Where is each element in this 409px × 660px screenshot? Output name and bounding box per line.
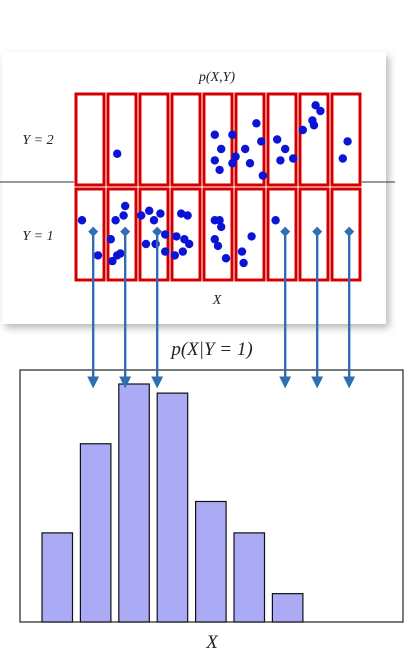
joint-points <box>77 101 352 268</box>
bar-1 <box>41 532 74 623</box>
point-y1-9 <box>137 211 146 220</box>
grid-cell-r2-c2 <box>106 187 138 282</box>
conditional-bars <box>41 383 304 623</box>
point-y2-17 <box>311 101 320 110</box>
grid-cell-r1-c4 <box>170 92 202 187</box>
bar-4 <box>156 392 189 623</box>
point-y2-2 <box>210 130 219 139</box>
grid-cell-r1-c3 <box>138 92 170 187</box>
point-y1-28 <box>221 254 231 263</box>
point-y1-20 <box>170 251 179 260</box>
point-y1-3 <box>106 235 116 244</box>
point-y1-14 <box>151 239 160 249</box>
point-y1-22 <box>185 239 194 249</box>
point-y2-20 <box>338 154 347 163</box>
joint-title: p(X,Y) <box>198 70 236 85</box>
point-y1-4 <box>111 216 120 225</box>
point-y2-14 <box>289 154 298 163</box>
point-y2-21 <box>309 121 319 130</box>
bar-7 <box>271 593 304 623</box>
point-y1-16 <box>177 209 186 218</box>
projection-marker-4 <box>280 226 291 237</box>
point-y2-18 <box>316 106 325 116</box>
point-y2-8 <box>252 119 261 128</box>
point-y2-4 <box>228 159 237 168</box>
bar-3 <box>118 383 150 623</box>
projection-marker-3 <box>152 226 163 237</box>
grid-cell-r1-c9 <box>330 92 362 187</box>
conditional-x-label: X <box>205 632 219 653</box>
conditional-title: p(X|Y = 1) <box>169 339 252 360</box>
grid-cell-r1-c7 <box>266 92 298 187</box>
point-y2-19 <box>343 137 352 146</box>
point-y1-31 <box>247 232 256 241</box>
point-y2-13 <box>276 156 285 165</box>
point-y1-6 <box>121 201 130 211</box>
point-y1-29 <box>237 247 247 256</box>
point-y2-5 <box>215 165 224 175</box>
grid-cell-r1-c5 <box>202 92 234 187</box>
point-y1-34 <box>108 256 117 266</box>
point-y1-11 <box>149 216 159 225</box>
point-y1-2 <box>93 251 103 260</box>
point-y2-10 <box>258 171 267 180</box>
projection-marker-2 <box>120 226 131 237</box>
point-y2-7 <box>245 159 255 168</box>
point-y1-5 <box>119 211 128 220</box>
bar-2 <box>79 443 112 623</box>
point-y2-1 <box>113 149 122 158</box>
point-y1-13 <box>141 239 151 249</box>
grid-cell-r2-c1 <box>74 187 106 282</box>
grid-cell-r1-c2 <box>106 92 138 187</box>
grid-cell-r2-c8 <box>298 187 330 282</box>
point-y1-17 <box>183 211 192 220</box>
point-y1-8 <box>113 251 122 260</box>
point-y2-9 <box>257 137 266 146</box>
point-y1-25 <box>215 216 224 225</box>
point-y1-1 <box>77 216 87 225</box>
point-y2-11 <box>231 152 240 161</box>
point-y1-12 <box>156 209 165 218</box>
point-y1-33 <box>161 247 170 256</box>
point-y1-10 <box>145 206 154 215</box>
point-y2-24 <box>210 156 219 165</box>
projection-marker-1 <box>88 226 99 237</box>
grid-cell-r2-c7 <box>266 187 298 282</box>
grid-cell-r1-c8 <box>298 92 330 187</box>
point-y1-32 <box>271 216 280 225</box>
bar-5 <box>195 500 227 623</box>
point-y2-15 <box>298 125 307 135</box>
point-y2-12 <box>273 135 282 144</box>
point-y1-21 <box>178 247 187 256</box>
point-y2-6 <box>228 130 237 139</box>
point-y1-18 <box>172 232 181 241</box>
joint-x-label: X <box>212 293 222 308</box>
point-y1-27 <box>213 241 223 251</box>
point-y2-3 <box>217 144 226 154</box>
projection-arrows <box>87 226 356 389</box>
point-y2-23 <box>241 144 250 154</box>
grid-cell-r2-c5 <box>202 187 234 282</box>
point-y2-22 <box>281 144 290 154</box>
joint-grid <box>74 92 362 282</box>
row-label-y1: Y = 1 <box>22 229 53 244</box>
grid-cell-r2-c4 <box>170 187 202 282</box>
bar-6 <box>233 532 266 623</box>
projection-marker-6 <box>344 226 355 237</box>
point-y1-30 <box>239 258 248 268</box>
projection-marker-5 <box>312 226 323 237</box>
grid-cell-r1-c1 <box>74 92 106 187</box>
row-label-y2: Y = 2 <box>22 133 53 148</box>
point-y1-15 <box>161 230 170 239</box>
grid-cell-r2-c6 <box>234 187 266 282</box>
point-y1-26 <box>210 235 219 244</box>
grid-cell-r2-c9 <box>330 187 362 282</box>
point-y1-24 <box>217 222 226 232</box>
